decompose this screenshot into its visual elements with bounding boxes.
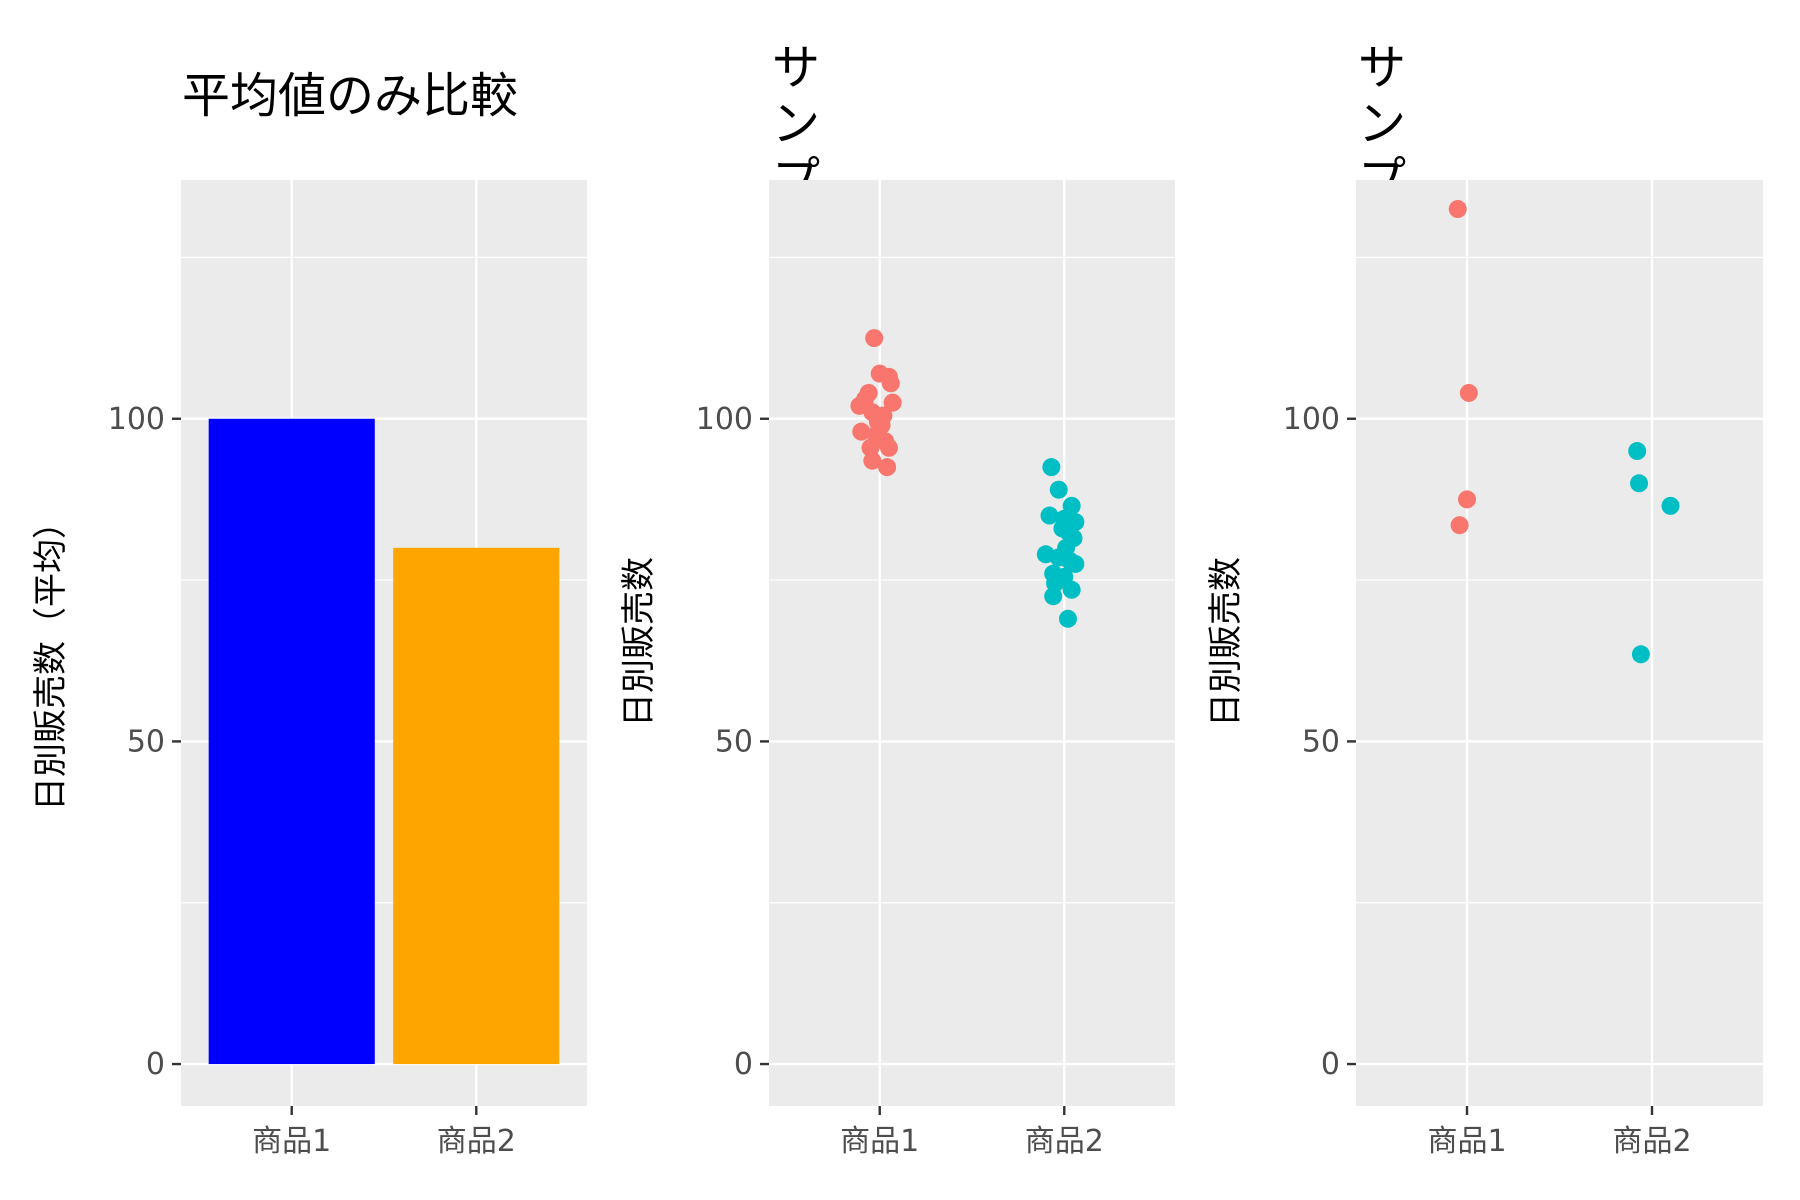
point-商品1: [1450, 516, 1469, 535]
point-商品2: [1040, 506, 1059, 525]
y-axis-label: 日別販売数（平均）: [31, 505, 71, 811]
point-商品1: [865, 329, 884, 348]
point-商品2: [1049, 480, 1068, 499]
point-商品1: [878, 458, 897, 477]
y-tick-label: 100: [1283, 402, 1340, 437]
y-tick-label: 0: [734, 1047, 753, 1082]
y-axis-label: 日別販売数: [619, 557, 659, 727]
plot-background: [1356, 180, 1763, 1106]
y-tick-label: 0: [1321, 1047, 1340, 1082]
point-商品1: [1458, 490, 1476, 509]
point-商品2: [1630, 474, 1649, 493]
y-tick-label: 0: [146, 1047, 165, 1082]
y-tick-label: 50: [127, 724, 165, 759]
point-商品1: [881, 374, 900, 393]
bar-商品1: [208, 418, 375, 1065]
x-tick-label: 商品2: [1025, 1124, 1104, 1159]
bar-商品2: [393, 547, 560, 1065]
y-tick-label: 50: [715, 724, 753, 759]
x-tick-label: 商品1: [1427, 1124, 1506, 1159]
point-商品1: [879, 438, 898, 457]
point-商品2: [1066, 554, 1085, 573]
panel-bar-mean: 平均値のみ比較: [0, 0, 600, 1200]
x-tick-label: 商品1: [252, 1124, 331, 1159]
point-商品2: [1042, 458, 1061, 477]
plot-panel-2: 0 50 100 商品1 商品2 日別販売数: [619, 180, 1175, 1159]
chart-title: 平均値のみ比較: [182, 68, 519, 124]
point-商品1: [1459, 383, 1478, 402]
x-tick-label: 商品1: [840, 1124, 919, 1159]
plot-panel-1: 0 50 100 商品1 商品2 日別販売数（平均）: [31, 180, 587, 1159]
point-商品2: [1661, 496, 1680, 515]
x-tick-label: 商品2: [1612, 1124, 1691, 1159]
point-商品2: [1631, 645, 1650, 664]
point-商品1: [852, 422, 871, 441]
point-商品1: [883, 393, 902, 412]
point-商品1: [863, 451, 882, 470]
plot-panel-3: 0 50 100 商品1 商品2 日別販売数: [1206, 180, 1763, 1159]
point-商品2: [1062, 580, 1081, 599]
point-商品2: [1058, 609, 1077, 628]
plot-background: [769, 180, 1175, 1106]
y-axis-label: 日別販売数: [1206, 557, 1246, 727]
y-tick-label: 50: [1302, 724, 1340, 759]
y-tick-label: 100: [696, 402, 753, 437]
x-tick-label: 商品2: [437, 1124, 516, 1159]
point-商品2: [1628, 442, 1647, 461]
point-商品1: [1448, 200, 1467, 219]
y-tick-label: 100: [108, 402, 165, 437]
point-商品2: [1044, 587, 1063, 606]
